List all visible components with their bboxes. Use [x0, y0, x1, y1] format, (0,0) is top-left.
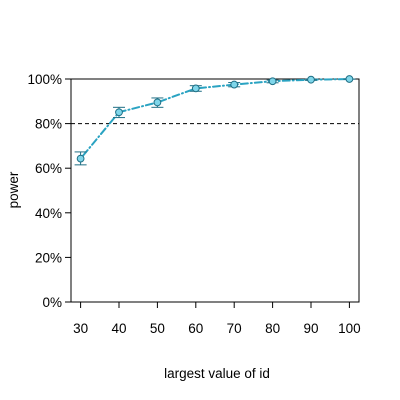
x-tick-label: 60: [188, 321, 203, 336]
plot-frame: [70, 78, 360, 303]
data-point: [268, 77, 277, 86]
tick-labels: 0% 20% 40% 60% 80% 100% 30 40 50 60 70 80 90 100: [27, 72, 360, 336]
x-axis-title: largest value of id: [164, 366, 270, 381]
data-point: [230, 80, 239, 89]
x-tick-label: 80: [265, 321, 280, 336]
y-tick-label: 20%: [35, 250, 62, 265]
x-tick-label: 100: [338, 321, 361, 336]
x-tick-label: 70: [227, 321, 242, 336]
data-point: [115, 108, 123, 117]
data-point: [76, 154, 85, 163]
y-tick-label: 100%: [27, 72, 62, 87]
data-point: [153, 98, 162, 107]
y-axis-title: power: [6, 171, 21, 208]
data-point: [191, 84, 200, 93]
y-tick-label: 80%: [35, 117, 62, 132]
series-group: [74, 75, 356, 166]
y-tick-label: 0%: [42, 295, 62, 310]
y-tick-label: 60%: [35, 161, 62, 176]
x-tick-label: 40: [111, 321, 126, 336]
x-tick-label: 90: [303, 321, 318, 336]
series-line: [79, 78, 351, 160]
y-tick-label: 40%: [35, 206, 62, 221]
x-tick-label: 50: [150, 321, 165, 336]
axes: [65, 78, 360, 308]
x-tick-label: 30: [73, 321, 88, 336]
data-point: [307, 75, 315, 84]
data-point: [345, 75, 354, 83]
